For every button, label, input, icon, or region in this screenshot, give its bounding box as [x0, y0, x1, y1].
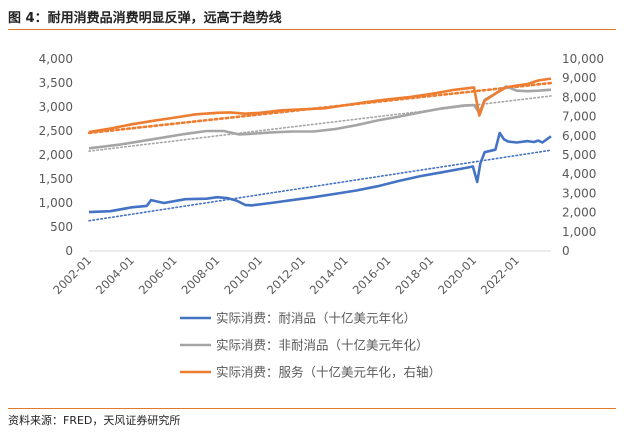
y-left-tick-label: 3,000: [39, 100, 73, 114]
y-axis-left: 0 500 1,000 1,500 2,000 2,500 3,000 3,500 4,000: [39, 52, 73, 258]
trendline: [88, 149, 552, 222]
x-tick-label: 2012-01: [264, 253, 308, 297]
y-left-tick-label: 1,500: [39, 172, 73, 186]
y-right-tick-label: 2,000: [562, 206, 596, 220]
y-right-tick-label: 4,000: [562, 167, 596, 181]
y-right-tick-label: 6,000: [562, 129, 596, 143]
title-rule: [8, 29, 616, 30]
x-tick-label: 2020-01: [435, 253, 479, 297]
y-right-tick-label: 9,000: [562, 71, 596, 85]
legend-label: 实际消费：非耐消品（十亿美元年化）: [216, 338, 429, 353]
x-tick-label: 2004-01: [93, 253, 137, 297]
x-tick-label: 2022-01: [478, 253, 522, 297]
x-tick-label: 2016-01: [350, 253, 394, 297]
y-left-tick-label: 1,000: [39, 196, 73, 210]
y-right-tick-label: 5,000: [562, 148, 596, 162]
y-right-tick-label: 3,000: [562, 186, 596, 200]
y-left-tick-label: 2,000: [39, 148, 73, 162]
legend-label: 实际消费：耐消品（十亿美元年化）: [216, 311, 416, 326]
x-tick-label: 2014-01: [307, 253, 351, 297]
legend-label: 实际消费：服务（十亿美元年化，右轴）: [216, 365, 441, 380]
y-right-tick-label: 8,000: [562, 90, 596, 104]
x-tick-label: 2018-01: [392, 253, 436, 297]
series-line: [88, 77, 552, 134]
source-rule: [8, 408, 616, 409]
y-right-tick-label: 10,000: [562, 52, 604, 66]
y-right-tick-label: 1,000: [562, 225, 596, 239]
source-note: 资料来源：FRED，天风证券研究所: [8, 414, 181, 427]
x-tick-label: 2008-01: [179, 253, 223, 297]
y-left-tick-label: 4,000: [39, 52, 73, 66]
series-lines: [88, 77, 552, 214]
y-right-tick-label: 0: [562, 244, 570, 258]
series-line: [88, 131, 552, 214]
legend: 实际消费：耐消品（十亿美元年化） 实际消费：非耐消品（十亿美元年化） 实际消费：服务…: [180, 311, 441, 380]
x-tick-label: 2006-01: [136, 253, 180, 297]
series-line: [88, 85, 552, 150]
y-left-tick-label: 0: [65, 244, 73, 258]
x-tick-label: 2002-01: [50, 253, 94, 297]
x-tick-label: 2010-01: [221, 253, 265, 297]
y-left-tick-label: 2,500: [39, 124, 73, 138]
y-right-tick-label: 7,000: [562, 110, 596, 124]
chart-title: 图 4：耐用消费品消费明显反弹，远高于趋势线: [8, 11, 282, 26]
x-axis: 2002-012004-012006-012008-012010-012012-…: [50, 250, 551, 297]
y-left-tick-label: 500: [50, 220, 73, 234]
y-axis-right: 0 1,000 2,000 3,000 4,000 5,000 6,000 7,000 8,00…: [562, 52, 604, 258]
y-left-tick-label: 3,500: [39, 76, 73, 90]
